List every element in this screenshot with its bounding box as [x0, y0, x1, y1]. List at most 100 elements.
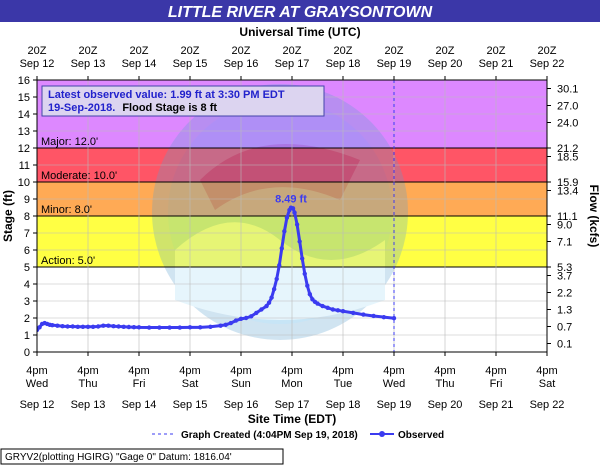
top-tick-label: 20Z	[538, 45, 557, 57]
observed-point	[305, 283, 310, 288]
bottom-tick-label: 4pm	[77, 365, 98, 377]
top-tick-label: Sep 19	[377, 58, 412, 70]
right-tick-label: 7.1	[557, 237, 572, 249]
bottom-date-label: Sep 20	[428, 399, 463, 411]
observed-point	[294, 222, 300, 227]
bottom-date-label: Sep 13	[71, 399, 106, 411]
bottom-date-label: Sep 16	[224, 399, 259, 411]
left-tick-label: 15	[18, 92, 30, 104]
bottom-axis-title: Site Time (EDT)	[248, 412, 336, 426]
bottom-tick-label: Mon	[281, 378, 302, 390]
left-tick-label: 12	[18, 143, 30, 155]
right-tick-label: 1.3	[557, 305, 572, 317]
bottom-tick-label: 4pm	[26, 365, 47, 377]
top-tick-label: Sep 15	[173, 58, 208, 70]
bottom-tick-label: Thu	[436, 378, 455, 390]
right-tick-label: 15.9	[557, 177, 578, 189]
observed-point	[75, 324, 81, 330]
left-axis-title: Stage (ft)	[1, 190, 15, 242]
right-tick-label: 0.7	[557, 322, 572, 334]
peak-label: 8.49 ft	[275, 194, 307, 206]
observed-point	[101, 323, 106, 328]
observed-point	[243, 315, 249, 321]
bottom-tick-label: 4pm	[485, 365, 506, 377]
observed-point	[136, 325, 142, 330]
footer-box	[0, 448, 284, 465]
observed-point	[292, 210, 297, 215]
top-tick-label: Sep 18	[326, 58, 361, 70]
right-tick-label: 2.2	[557, 288, 572, 300]
category-label-action: Action: 5.0'	[41, 255, 95, 267]
category-label-minor: Minor: 8.0'	[41, 204, 92, 216]
observed-point	[233, 318, 239, 323]
bottom-tick-label: Tue	[334, 378, 353, 390]
observed-point	[307, 292, 313, 297]
observed-point	[238, 316, 244, 322]
top-tick-label: 20Z	[334, 45, 353, 57]
category-label-major: Major: 12.0'	[41, 136, 98, 148]
observed-point	[126, 324, 131, 330]
left-tick-label: 7	[24, 228, 30, 240]
bottom-date-label: Sep 12	[20, 399, 55, 411]
bottom-tick-label: 4pm	[281, 365, 302, 377]
top-tick-label: 20Z	[79, 45, 98, 57]
observed-series	[37, 205, 397, 333]
info-box	[41, 85, 325, 117]
left-tick-label: 13	[18, 126, 30, 138]
bottom-tick-label: 4pm	[128, 365, 149, 377]
observed-point	[315, 301, 320, 306]
observed-point	[297, 239, 302, 244]
observed-point	[266, 300, 272, 305]
bottom-tick-label: 4pm	[536, 365, 557, 377]
title-bar	[0, 0, 600, 22]
top-tick-label: Sep 14	[122, 58, 157, 70]
top-tick-label: Sep 20	[428, 58, 463, 70]
bottom-date-label: Sep 21	[479, 399, 514, 411]
top-tick-label: 20Z	[232, 45, 251, 57]
right-tick-label: 13.4	[557, 186, 578, 198]
bottom-tick-label: Fri	[133, 378, 146, 390]
right-tick-label: 27.0	[557, 101, 578, 113]
right-axis: 0.1 0.7 1.3 2.2 3.75.3 7.1 9.011.1 13.415.9 18.5…	[547, 84, 578, 351]
bottom-tick-label: 4pm	[230, 365, 251, 377]
top-tick-label: Sep 21	[479, 58, 514, 70]
observed-point	[325, 305, 330, 310]
observed-point	[282, 229, 287, 234]
right-tick-label: 11.1	[557, 211, 578, 223]
observed-point	[177, 325, 182, 330]
observed-point	[249, 314, 254, 319]
bottom-date-label: Sep 22	[530, 399, 565, 411]
observed-point	[131, 324, 137, 330]
bottom-tick-label: Wed	[26, 378, 48, 390]
footer-text: GRYV2(plotting HGIRG) "Gage 0" Datum: 18…	[5, 452, 232, 463]
observed-point	[351, 310, 356, 316]
observed-point	[228, 320, 233, 326]
left-tick-label: 4	[24, 279, 30, 291]
observed-point	[391, 315, 397, 321]
observed-point	[147, 325, 152, 330]
bottom-tick-label: Sat	[539, 378, 556, 390]
bottom-tick-label: 4pm	[383, 365, 404, 377]
observed-point	[277, 263, 282, 268]
bottom-date-label: Sep 15	[173, 399, 208, 411]
observed-point	[274, 276, 279, 282]
legend-created-label: Graph Created (4:04PM Sep 19, 2018)	[181, 430, 358, 441]
observed-point	[208, 324, 213, 330]
right-axis-title: Flow (kcfs)	[587, 185, 600, 248]
observed-point	[55, 323, 60, 328]
top-tick-label: Sep 22	[530, 58, 565, 70]
observed-point	[259, 307, 264, 312]
observed-point	[340, 309, 346, 314]
top-tick-label: 20Z	[487, 45, 506, 57]
top-tick-label: 20Z	[436, 45, 455, 57]
left-tick-label: 2	[24, 313, 30, 325]
bottom-tick-label: Sat	[182, 378, 199, 390]
observed-point	[320, 303, 325, 309]
bottom-tick-label: Fri	[490, 378, 503, 390]
right-tick-label: 30.1	[557, 84, 578, 96]
observed-point	[284, 215, 290, 220]
left-tick-label: 14	[18, 109, 30, 121]
observed-point	[361, 312, 366, 317]
